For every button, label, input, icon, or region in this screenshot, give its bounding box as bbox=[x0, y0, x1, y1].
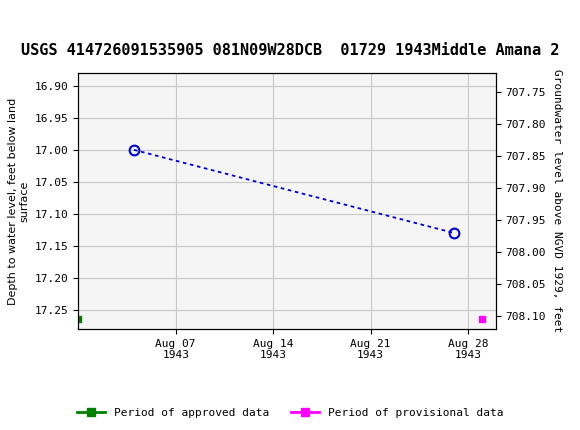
Text: ≡USGS: ≡USGS bbox=[9, 12, 90, 31]
Y-axis label: Depth to water level, feet below land
surface: Depth to water level, feet below land su… bbox=[8, 98, 29, 304]
Text: USGS 414726091535905 081N09W28DCB  01729 1943Middle Amana 2: USGS 414726091535905 081N09W28DCB 01729 … bbox=[21, 43, 559, 58]
Y-axis label: Groundwater level above NGVD 1929, feet: Groundwater level above NGVD 1929, feet bbox=[552, 69, 561, 333]
Legend: Period of approved data, Period of provisional data: Period of approved data, Period of provi… bbox=[72, 403, 508, 422]
